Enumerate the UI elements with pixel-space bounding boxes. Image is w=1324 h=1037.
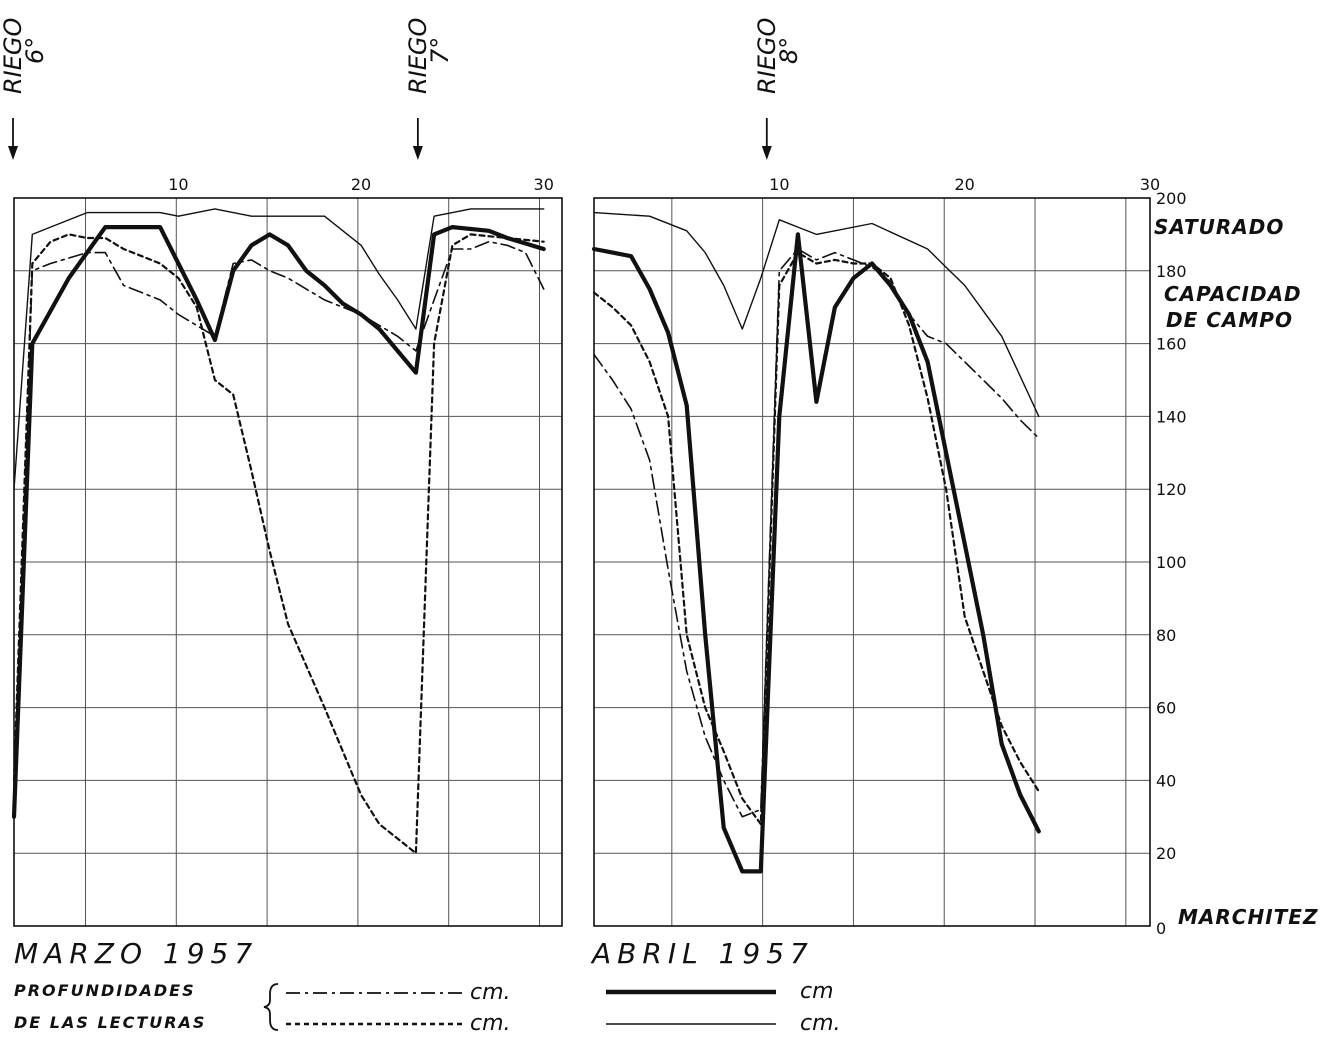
y-axis: 0 20 40 60 80 100 120 140 160 180 200 MARCHITEZ CAPA… [1154,189,1318,938]
series-line-dash-dot [13,240,545,800]
y-reference-label: MARCHITEZ [1178,905,1318,929]
series-line-dashed [592,251,1040,826]
riego-number: 7° [426,37,454,64]
month-label-abril: ABRIL 1957 [590,937,814,970]
series-line-dashed [12,233,545,855]
riego-arrow-head [412,146,423,160]
y-reference-label: SATURADO [1154,215,1284,239]
x-tick-label: 10 [168,175,188,194]
y-tick-label: 160 [1156,335,1187,354]
y-tick-label: 100 [1156,553,1187,572]
x-tick-label: 30 [534,175,554,194]
riego-arrow-head [761,146,772,160]
y-tick-label: 40 [1156,771,1176,790]
month-label-marzo: MARZO 1957 [14,937,258,970]
riego-label: RIEGO [0,18,27,94]
series-line-thin [13,208,545,490]
plot-frame [13,197,563,927]
legend-title-line1: PROFUNDIDADES [14,981,196,1000]
y-tick-label: 20 [1156,844,1176,863]
riego-label: RIEGO [404,18,432,94]
riego-label: RIEGO [753,18,781,94]
y-reference-label: DE CAMPO [1166,308,1293,332]
x-tick-label: 20 [351,175,371,194]
legend-thin-unit: cm. [800,1011,841,1036]
series-line-dash-dot [593,248,1040,818]
legend-title-line2: DE LAS LECTURAS [14,1013,206,1032]
y-tick-label: 120 [1156,480,1187,499]
plot-frame [593,197,1151,927]
panels-layer: 10 20 30 10 20 30 [11,175,1160,927]
riego-number: 8° [775,37,803,64]
x-tick-label: 20 [954,175,974,194]
x-tick-label: 10 [769,175,789,194]
series-line-thick [591,232,1041,874]
grid [14,198,562,926]
y-tick-label: 80 [1156,626,1176,645]
y-tick-label: 140 [1156,407,1187,426]
panel-abril: 10 20 30 [591,175,1160,927]
y-tick-label: 0 [1156,919,1166,938]
legend-thick-unit: cm [800,979,834,1004]
riego-number: 6° [21,37,49,64]
legend-brace [263,983,279,1031]
grid [594,198,1150,926]
y-tick-label: 200 [1156,189,1187,208]
panel-marzo: 10 20 30 [11,175,563,927]
x-tick-label: 30 [1140,175,1160,194]
series-line-thin [593,211,1040,418]
y-tick-label: 60 [1156,699,1176,718]
y-tick-label: 180 [1156,262,1187,281]
y-reference-label: CAPACIDAD [1164,282,1302,306]
legend-dash-dot-unit: cm. [470,980,511,1005]
legend: PROFUNDIDADES DE LAS LECTURAS cm. cm. cm… [14,979,841,1036]
legend-dashed-unit: cm. [470,1011,511,1036]
series-line-thick [11,225,546,819]
riego-arrow-head [8,146,18,160]
